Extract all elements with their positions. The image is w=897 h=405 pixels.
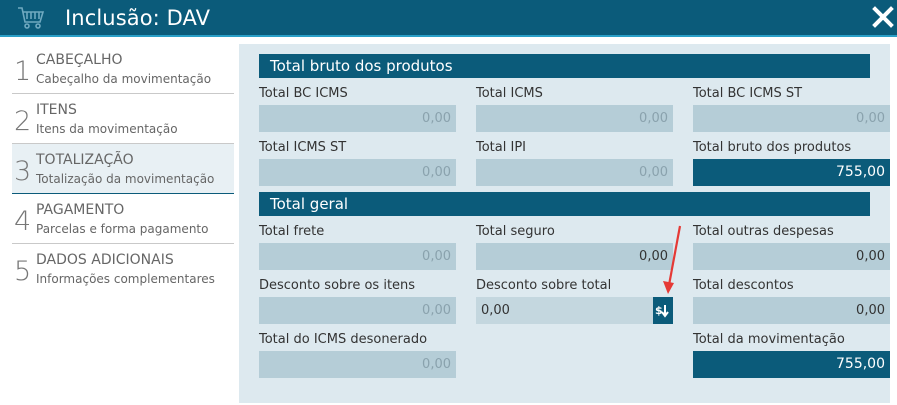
field-total-bc-icms: 0,00 xyxy=(259,105,456,132)
label-total-outras-despesas: Total outras despesas xyxy=(693,224,834,239)
step-number: 5 xyxy=(14,256,32,287)
label-total-movimentacao: Total da movimentação xyxy=(693,332,845,347)
step-description: Cabeçalho da movimentação xyxy=(36,72,212,86)
section-header-total-geral: Total geral xyxy=(259,192,870,216)
close-icon[interactable] xyxy=(872,6,894,28)
step-description: Parcelas e forma pagamento xyxy=(36,222,209,236)
field-total-ipi: 0,00 xyxy=(476,159,673,186)
label-total-ipi: Total IPI xyxy=(476,140,527,155)
label-total-bc-icms: Total BC ICMS xyxy=(259,86,348,101)
step-itens[interactable]: 2 ITENS Itens da movimentação xyxy=(12,94,234,144)
field-total-icms-st: 0,00 xyxy=(259,159,456,186)
step-name: TOTALIZAÇÃO xyxy=(36,152,134,168)
step-pagamento[interactable]: 4 PAGAMENTO Parcelas e forma pagamento xyxy=(12,194,234,244)
field-total-bruto: 755,00 xyxy=(693,159,890,186)
label-desconto-total: Desconto sobre total xyxy=(476,278,612,293)
step-cabecalho[interactable]: 1 CABEÇALHO Cabeçalho da movimentação xyxy=(12,44,234,94)
label-total-icms: Total ICMS xyxy=(476,86,543,101)
discount-icon: $ xyxy=(655,304,669,318)
label-total-seguro: Total seguro xyxy=(476,224,555,239)
steps-sidebar: 1 CABEÇALHO Cabeçalho da movimentação 2 … xyxy=(12,44,234,294)
label-desconto-itens: Desconto sobre os itens xyxy=(259,278,416,293)
field-total-movimentacao: 755,00 xyxy=(693,351,890,378)
field-total-bc-icms-st: 0,00 xyxy=(693,105,890,132)
label-total-icms-st: Total ICMS ST xyxy=(259,140,347,155)
field-total-outras-despesas: 0,00 xyxy=(693,243,890,270)
step-totalizacao[interactable]: 3 TOTALIZAÇÃO Totalização da movimentaçã… xyxy=(12,144,234,194)
step-description: Informações complementares xyxy=(36,272,215,286)
totals-panel: Total bruto dos produtos Total BC ICMS 0… xyxy=(239,44,890,403)
cart-icon xyxy=(18,7,45,29)
step-number: 2 xyxy=(14,106,32,137)
step-description: Itens da movimentação xyxy=(36,122,178,136)
field-total-descontos: 0,00 xyxy=(693,297,890,324)
field-total-frete: 0,00 xyxy=(259,243,456,270)
desconto-total-input[interactable]: 0,00 xyxy=(476,297,653,324)
label-total-bruto: Total bruto dos produtos xyxy=(693,140,852,155)
step-description: Totalização da movimentação xyxy=(36,172,215,186)
label-total-frete: Total frete xyxy=(259,224,325,239)
label-total-bc-icms-st: Total BC ICMS ST xyxy=(693,86,803,101)
step-number: 3 xyxy=(14,156,32,187)
title-bar: Inclusão: DAV xyxy=(0,0,897,37)
step-name: ITENS xyxy=(36,102,77,118)
field-total-seguro: 0,00 xyxy=(476,243,673,270)
step-number: 1 xyxy=(14,56,32,87)
step-dados-adicionais[interactable]: 5 DADOS ADICIONAIS Informações complemen… xyxy=(12,244,234,294)
step-name: PAGAMENTO xyxy=(36,202,125,218)
step-name: CABEÇALHO xyxy=(36,52,123,68)
svg-text:$: $ xyxy=(655,304,663,317)
field-total-icms: 0,00 xyxy=(476,105,673,132)
field-desconto-itens: 0,00 xyxy=(259,297,456,324)
discount-button[interactable]: $ xyxy=(653,297,673,324)
label-icms-desonerado: Total do ICMS desonerado xyxy=(259,332,428,347)
step-name: DADOS ADICIONAIS xyxy=(36,252,174,268)
label-total-descontos: Total descontos xyxy=(693,278,794,293)
field-icms-desonerado: 0,00 xyxy=(259,351,456,378)
window-title: Inclusão: DAV xyxy=(65,6,211,30)
section-header-total-bruto: Total bruto dos produtos xyxy=(259,54,870,78)
step-number: 4 xyxy=(14,206,32,237)
